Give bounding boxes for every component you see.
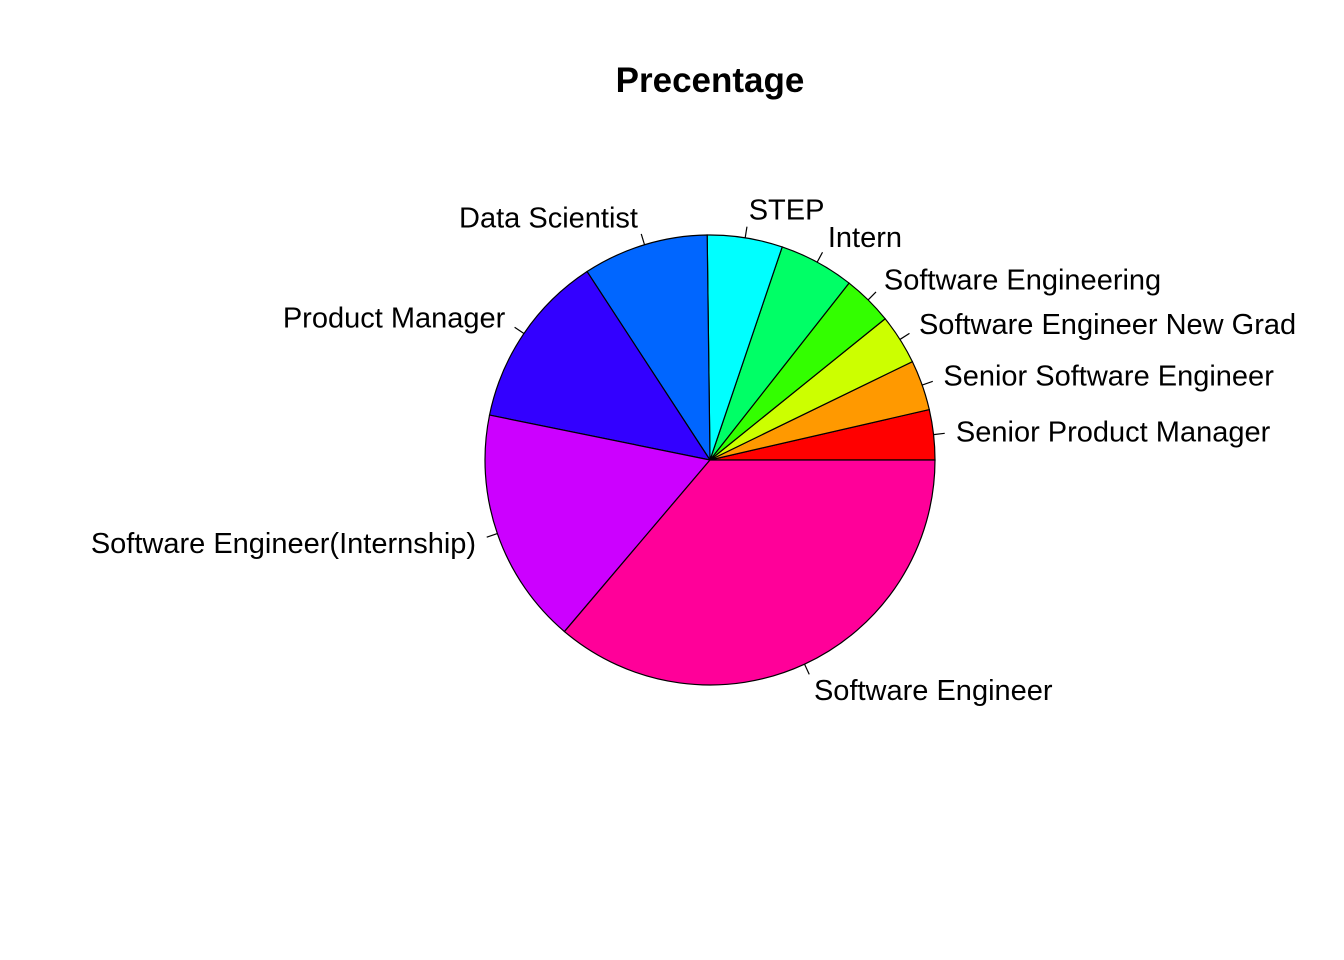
label-tick bbox=[899, 332, 910, 340]
label-ticks bbox=[486, 226, 945, 675]
label-tick bbox=[640, 233, 646, 245]
slice-label: STEP bbox=[749, 195, 825, 227]
label-tick bbox=[867, 291, 877, 301]
slice-label: Software Engineering bbox=[884, 265, 1161, 297]
slice-label: Senior Product Manager bbox=[956, 416, 1271, 448]
label-tick bbox=[933, 432, 945, 436]
slice-labels: Senior Product Manager Senior Software En… bbox=[91, 195, 1296, 707]
pie-slices bbox=[484, 234, 936, 686]
slice-label: Software Engineer(Internship) bbox=[91, 528, 476, 560]
slice-label: Software Engineer bbox=[814, 675, 1053, 707]
label-tick bbox=[803, 663, 810, 675]
pie-slice bbox=[586, 234, 711, 463]
chart-title: Precentage bbox=[616, 61, 805, 100]
label-tick bbox=[486, 532, 498, 538]
slice-label: Data Scientist bbox=[459, 203, 638, 235]
pie-slice bbox=[563, 459, 936, 686]
slice-label: Intern bbox=[828, 222, 902, 254]
slice-label: Product Manager bbox=[283, 302, 506, 334]
slice-label: Software Engineer New Grad bbox=[919, 309, 1296, 341]
pie-slice bbox=[488, 270, 712, 461]
slice-label: Senior Software Engineer bbox=[943, 361, 1274, 393]
label-tick bbox=[744, 226, 748, 238]
label-tick bbox=[514, 326, 525, 335]
label-tick bbox=[921, 380, 933, 386]
label-tick bbox=[816, 251, 824, 263]
